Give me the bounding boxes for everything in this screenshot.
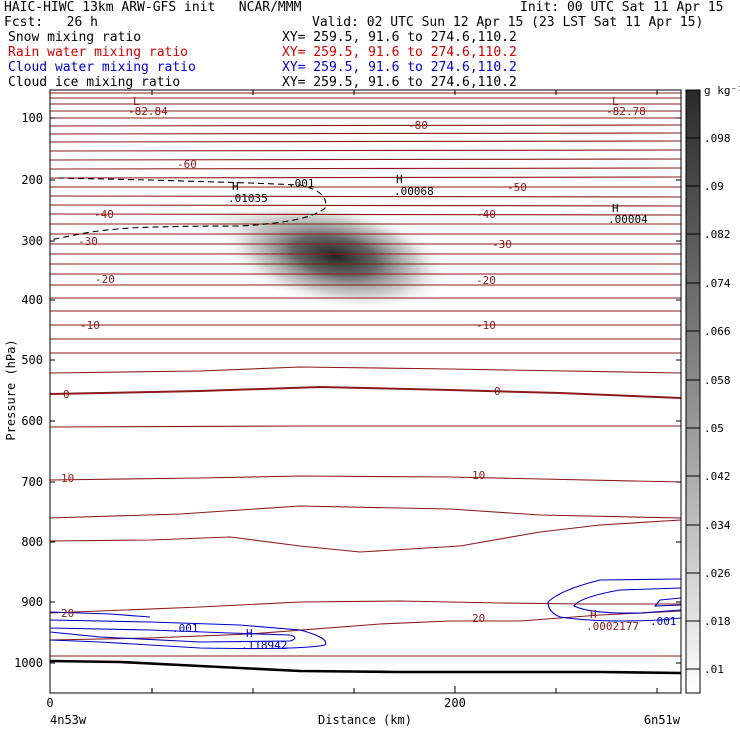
temp-label-min-right: -82.78 bbox=[606, 105, 646, 118]
x-left-endpoint: 4n53w bbox=[50, 713, 87, 727]
x-tick-200: 200 bbox=[444, 696, 466, 710]
cloudwater-high-value: .118942 bbox=[241, 639, 287, 652]
temp-label-10-left: 10 bbox=[61, 472, 74, 485]
temp-label-m50: -50 bbox=[507, 181, 527, 194]
field-cloudwater-name: Cloud water mixing ratio bbox=[8, 60, 196, 75]
low-marker-right: L bbox=[612, 95, 619, 108]
snow-contour-label: .001 bbox=[288, 177, 315, 190]
high-marker-snow-3: H bbox=[612, 202, 619, 215]
init-time: Init: 00 UTC Sat 11 Apr 15 bbox=[520, 0, 724, 15]
y-tick-700: 700 bbox=[21, 475, 43, 489]
y-tick-500: 500 bbox=[21, 353, 43, 367]
high-marker-snow-2: H bbox=[396, 173, 403, 186]
field-cloudice-name: Cloud ice mixing ratio bbox=[8, 75, 181, 90]
cloud-ice-shading bbox=[216, 200, 454, 312]
y-tick-800: 800 bbox=[21, 535, 43, 549]
y-tick-400: 400 bbox=[21, 293, 43, 307]
cloudwater-label-left: .001 bbox=[172, 622, 199, 635]
y-tick-200: 200 bbox=[21, 173, 43, 187]
colorbar-tick-4: .066 bbox=[704, 325, 731, 338]
valid-time: Valid: 02 UTC Sun 12 Apr 15 (23 LST Sat … bbox=[312, 15, 704, 30]
terrain-line bbox=[50, 659, 681, 675]
colorbar-tick-11: .01 bbox=[704, 663, 724, 676]
temp-label-20-left: 20 bbox=[61, 607, 74, 620]
colorbar-tick-2: .082 bbox=[704, 228, 731, 241]
high-value-snow-1: .01035 bbox=[228, 192, 268, 205]
x-tick-0: 0 bbox=[46, 696, 53, 710]
y-tick-600: 600 bbox=[21, 414, 43, 428]
temp-label-20-right: 20 bbox=[472, 612, 485, 625]
temp-label-m20-right: -20 bbox=[476, 274, 496, 287]
temp-label-m60: -60 bbox=[177, 158, 197, 171]
colorbar-ticks bbox=[686, 137, 700, 670]
high-marker-snow-1: H bbox=[232, 180, 239, 193]
temp-label-0-right: 0 bbox=[494, 385, 501, 398]
high-value-rain: .0002177 bbox=[586, 620, 639, 633]
colorbar-tick-6: .05 bbox=[704, 422, 724, 435]
forecast-hour: Fcst: 26 h bbox=[4, 15, 98, 30]
temp-label-m30-right: -30 bbox=[492, 238, 512, 251]
temp-label-m40-right: -40 bbox=[476, 208, 496, 221]
cloudwater-high-marker: H bbox=[246, 627, 253, 640]
cloud-water-contours bbox=[50, 578, 681, 650]
field-snow-name: Snow mixing ratio bbox=[8, 30, 142, 45]
y-axis bbox=[50, 117, 681, 664]
high-value-snow-2: .00068 bbox=[394, 185, 434, 198]
x-axis bbox=[151, 90, 658, 693]
colorbar-tick-3: .074 bbox=[704, 277, 731, 290]
y-tick-100: 100 bbox=[21, 111, 43, 125]
x-axis-label: Distance (km) bbox=[318, 713, 412, 727]
temp-label-min-left: -82.84 bbox=[128, 105, 168, 118]
colorbar-tick-7: .042 bbox=[704, 470, 731, 483]
colorbar bbox=[685, 89, 701, 694]
temp-label-0-left: 0 bbox=[63, 388, 70, 401]
temp-label-m10-left: -10 bbox=[80, 319, 100, 332]
high-value-snow-3: .00004 bbox=[608, 213, 648, 226]
colorbar-tick-10: .018 bbox=[704, 615, 731, 628]
colorbar-unit: g kg⁻¹ bbox=[704, 84, 740, 97]
colorbar-tick-5: .058 bbox=[704, 374, 731, 387]
y-tick-300: 300 bbox=[21, 234, 43, 248]
temp-label-m20-left: -20 bbox=[95, 273, 115, 286]
colorbar-tick-1: .09 bbox=[704, 180, 724, 193]
colorbar-tick-8: .034 bbox=[704, 519, 731, 532]
temp-label-m40-left: -40 bbox=[94, 208, 114, 221]
temp-label-10-right: 10 bbox=[472, 469, 485, 482]
field-snow-xy: XY= 259.5, 91.6 to 274.6,110.2 bbox=[282, 30, 517, 45]
temperature-contours bbox=[50, 92, 681, 657]
field-cloudwater-xy: XY= 259.5, 91.6 to 274.6,110.2 bbox=[282, 60, 517, 75]
field-rain-name: Rain water mixing ratio bbox=[8, 45, 189, 60]
y-tick-900: 900 bbox=[21, 595, 43, 609]
field-rain-xy: XY= 259.5, 91.6 to 274.6,110.2 bbox=[282, 45, 517, 60]
field-cloudice-xy: XY= 259.5, 91.6 to 274.6,110.2 bbox=[282, 75, 517, 90]
colorbar-tick-0: .098 bbox=[704, 132, 731, 145]
x-right-endpoint: 6n51w bbox=[644, 713, 681, 727]
y-tick-1000: 1000 bbox=[14, 656, 43, 670]
temp-label-m80: -80 bbox=[408, 119, 428, 132]
y-axis-label: Pressure (hPa) bbox=[4, 339, 18, 440]
cloudwater-label-right: .001 bbox=[650, 615, 677, 628]
low-marker-left: L bbox=[133, 95, 140, 108]
chart-title: HAIC-HIWC 13km ARW-GFS init NCAR/MMM bbox=[4, 0, 302, 15]
plot-frame bbox=[49, 89, 682, 694]
colorbar-tick-9: .026 bbox=[704, 567, 731, 580]
snow-contour-001 bbox=[50, 177, 327, 241]
high-marker-rain: H bbox=[590, 608, 597, 621]
temp-label-m10-right: -10 bbox=[476, 319, 496, 332]
temp-label-m30-left: -30 bbox=[78, 235, 98, 248]
